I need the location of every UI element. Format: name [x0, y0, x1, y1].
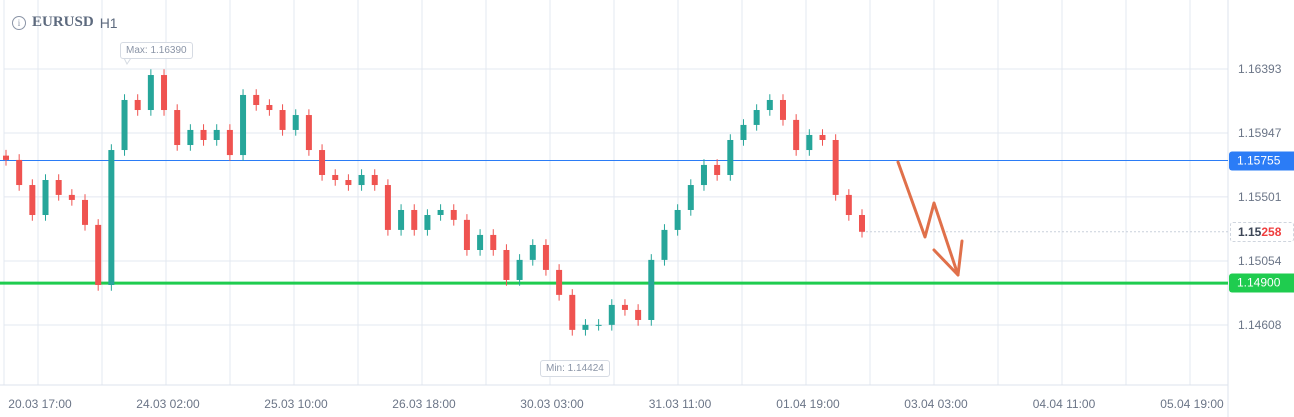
candle-body	[687, 185, 694, 210]
candle-body	[147, 75, 154, 111]
candle-body	[819, 134, 826, 140]
current-price-badge: 1.15258	[1230, 221, 1294, 242]
time-tick-label: 20.03 17:00	[8, 397, 72, 411]
candle-body	[187, 129, 194, 146]
candle-body	[292, 115, 299, 130]
candle-body	[29, 185, 36, 216]
candle-body	[503, 249, 510, 280]
candle-body	[398, 209, 405, 230]
candle-body	[134, 99, 141, 111]
candle-body	[648, 259, 655, 320]
time-tick-label: 05.04 19:00	[1160, 397, 1224, 411]
candle-body	[766, 99, 773, 111]
chart-title: i EURUSD H1	[12, 14, 118, 31]
min-price-tag: Min: 1.14424	[540, 360, 610, 377]
time-tick-label: 04.04 11:00	[1032, 397, 1096, 411]
candle-body	[477, 234, 484, 250]
candle-body	[700, 164, 707, 186]
price-tick-label: 1.15054	[1238, 254, 1282, 269]
candle-body	[661, 229, 668, 260]
resistance-level-badge[interactable]: 1.15755	[1229, 151, 1294, 170]
price-tick-label: 1.16393	[1238, 62, 1282, 76]
candle-body	[371, 174, 378, 186]
symbol-label: EURUSD	[32, 14, 94, 30]
candle-body	[608, 304, 615, 325]
candle-body	[845, 194, 852, 216]
candle-body	[529, 244, 536, 260]
support-level-badge[interactable]: 1.14900	[1229, 273, 1294, 293]
time-tick-label: 25.03 10:00	[264, 397, 328, 411]
candle-body	[161, 75, 168, 111]
candle-body	[200, 129, 207, 140]
candle-body	[582, 324, 589, 330]
candle-body	[621, 304, 628, 310]
candle-body	[806, 134, 813, 151]
candle-body	[240, 94, 247, 156]
time-tick-label: 30.03 03:00	[520, 397, 584, 411]
candle-body	[174, 110, 181, 146]
candle-body	[595, 324, 602, 326]
candle-body	[411, 209, 418, 230]
candle-body	[16, 159, 23, 186]
time-tick-label: 03.04 03:00	[904, 397, 968, 411]
candle-body	[55, 180, 62, 195]
forecast-arrow-head	[932, 239, 964, 277]
candle-body	[345, 180, 352, 186]
candle-body	[516, 259, 523, 280]
time-tick-label: 26.03 18:00	[392, 397, 456, 411]
candle-body	[779, 99, 786, 120]
candle-body	[305, 115, 312, 151]
candle-body	[3, 155, 9, 160]
candle-body	[424, 215, 431, 230]
max-price-tag: Max: 1.16390	[120, 42, 193, 59]
candle-body	[463, 219, 470, 250]
candle-body	[332, 174, 339, 181]
max-tag-pointer	[123, 57, 132, 65]
candle-body	[384, 185, 391, 230]
candle-body	[279, 110, 286, 130]
candle-body	[753, 110, 760, 125]
candle-body	[121, 99, 128, 151]
candle-body	[213, 129, 220, 140]
forecast-arrow	[896, 160, 960, 277]
time-tick-label: 24.03 02:00	[136, 397, 200, 411]
candle-body	[358, 174, 365, 186]
time-tick-label: 01.04 19:00	[776, 397, 840, 411]
price-tick-label: 1.14608	[1238, 318, 1282, 332]
candle-body	[832, 139, 839, 195]
candle-body	[635, 309, 642, 320]
candle-body	[556, 269, 563, 295]
candle-body	[859, 215, 865, 232]
candle-body	[714, 164, 721, 175]
candle-body	[727, 139, 734, 175]
candle-body	[793, 119, 800, 151]
candle-body	[490, 234, 497, 250]
price-tick-label: 1.15947	[1238, 125, 1282, 140]
candle-body	[266, 104, 273, 111]
candle-body	[95, 224, 102, 285]
candle-body	[42, 180, 49, 216]
price-tick-label: 1.15501	[1238, 189, 1282, 204]
current-price-prefix: 1.15	[1238, 224, 1262, 239]
candle-body	[108, 150, 115, 285]
candle-body	[319, 150, 326, 175]
candle-body	[253, 94, 260, 105]
candle-body	[740, 124, 747, 140]
candle-body	[226, 129, 233, 156]
candle-body	[68, 194, 75, 200]
time-tick-label: 31.03 11:00	[648, 397, 712, 411]
candle-body	[82, 199, 89, 225]
candle-body	[674, 209, 681, 230]
candle-body	[450, 209, 457, 220]
timeframe-label[interactable]: H1	[99, 14, 118, 31]
info-icon[interactable]: i	[12, 15, 26, 30]
candle-body	[542, 244, 549, 270]
current-price-suffix: 258	[1261, 224, 1282, 239]
candle-body	[437, 209, 444, 216]
candle-body	[569, 294, 576, 330]
